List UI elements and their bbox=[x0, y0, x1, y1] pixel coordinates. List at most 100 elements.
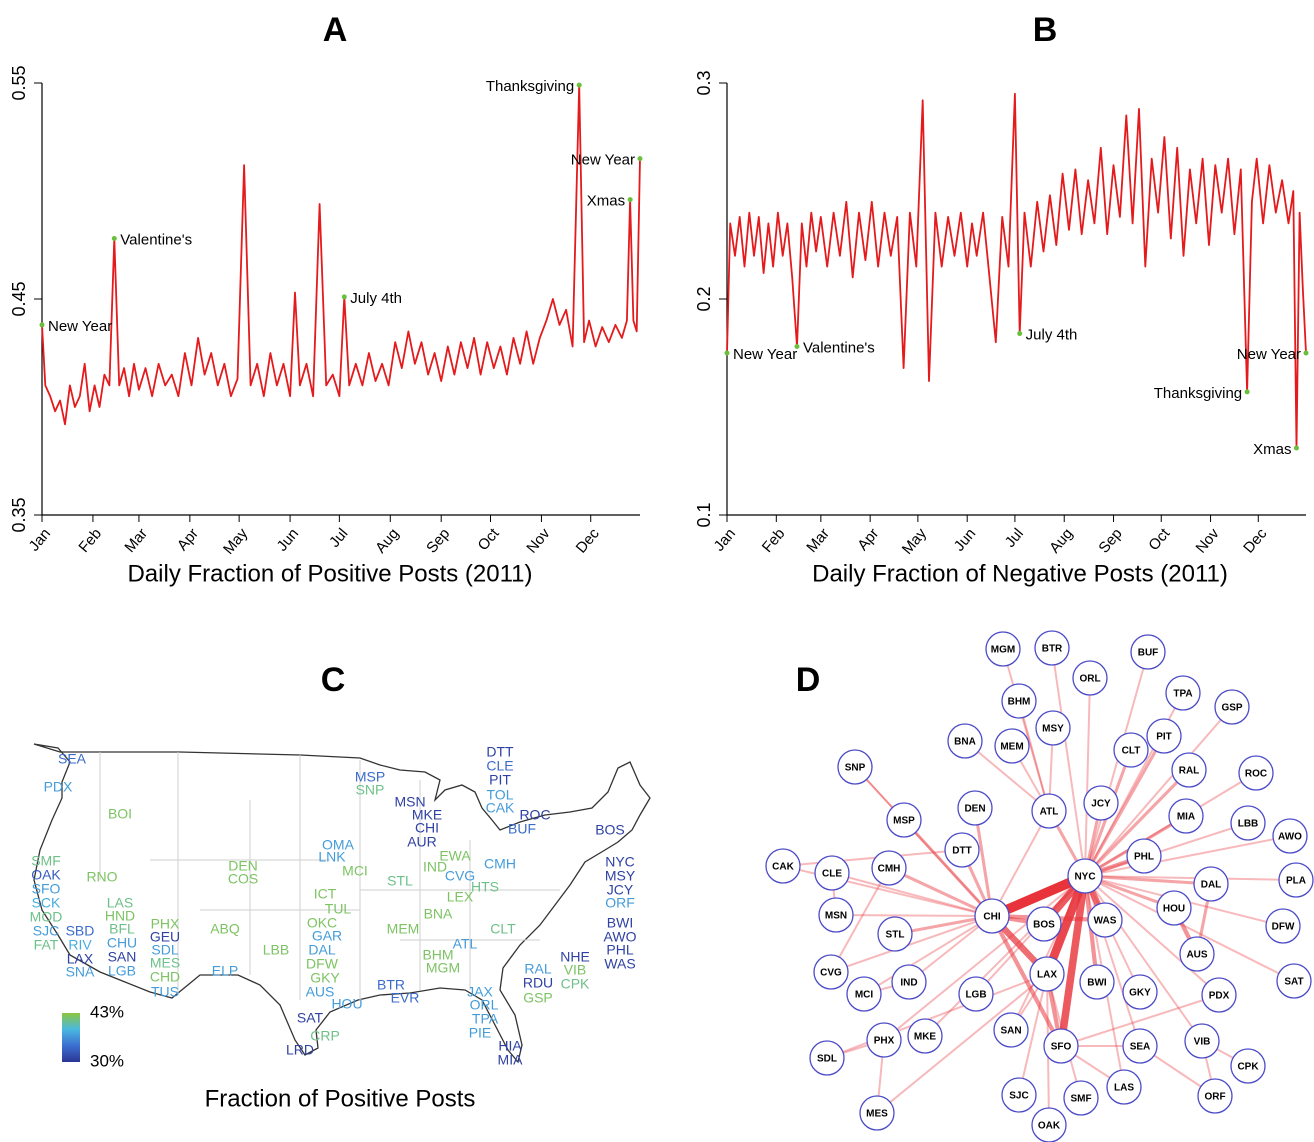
airport-label: MGM bbox=[426, 960, 460, 976]
airport-label: BUF bbox=[508, 821, 536, 837]
airport-label: OMA bbox=[322, 837, 355, 853]
x-tick-label: Apr bbox=[854, 525, 882, 554]
annotation-marker bbox=[794, 344, 800, 350]
node bbox=[1197, 1078, 1233, 1114]
annotation-marker bbox=[576, 82, 582, 88]
node-label: LBB bbox=[1238, 819, 1259, 830]
airport-label: HOU bbox=[331, 996, 362, 1012]
airport-label: BOS bbox=[595, 822, 625, 838]
node-label: BNA bbox=[954, 737, 976, 748]
annotation-label: New Year bbox=[48, 318, 112, 335]
node-label: MSY bbox=[1042, 724, 1064, 735]
airport-label: HND bbox=[105, 908, 135, 924]
node bbox=[859, 1095, 895, 1131]
node bbox=[1230, 805, 1266, 841]
annotation-marker bbox=[1303, 350, 1309, 356]
node-label: CVG bbox=[820, 968, 842, 979]
airport-label: LBB bbox=[263, 942, 289, 958]
x-tick-label: Jul bbox=[326, 525, 351, 551]
node bbox=[1171, 752, 1207, 788]
node-label: ATL bbox=[1040, 807, 1059, 818]
x-tick-label: May bbox=[899, 525, 931, 558]
node bbox=[846, 976, 882, 1012]
node-label: PHX bbox=[874, 1036, 895, 1047]
airport-label: RNO bbox=[86, 869, 117, 885]
airport-label: MEM bbox=[387, 921, 420, 937]
airport-label: ROC bbox=[519, 807, 550, 823]
airport-label: VIB bbox=[564, 962, 587, 978]
edge bbox=[973, 806, 994, 918]
node bbox=[1184, 1023, 1220, 1059]
edge bbox=[1084, 875, 1297, 881]
node-label: LAS bbox=[1114, 1083, 1134, 1094]
edge bbox=[863, 915, 993, 995]
airport-label: ATL bbox=[453, 936, 478, 952]
airport-label: CRP bbox=[310, 1028, 340, 1044]
edge bbox=[991, 810, 1050, 917]
airport-label: MSY bbox=[605, 868, 636, 884]
edge bbox=[902, 818, 994, 918]
x-tick-label: Apr bbox=[174, 525, 202, 554]
node-label: ROC bbox=[1245, 769, 1267, 780]
edge bbox=[782, 849, 963, 867]
airport-label: BNA bbox=[424, 906, 453, 922]
airport-label: AWO bbox=[604, 929, 637, 945]
node-label: RAL bbox=[1179, 766, 1200, 777]
x-tick-label: Nov bbox=[1192, 525, 1222, 557]
node-label: CPK bbox=[1237, 1062, 1259, 1073]
node bbox=[818, 897, 854, 933]
annotation-label: Xmas bbox=[587, 193, 625, 210]
node-label: CMH bbox=[878, 864, 901, 875]
airport-label: PHX bbox=[151, 916, 180, 932]
airport-label: NHE bbox=[560, 949, 590, 965]
node bbox=[866, 1022, 902, 1058]
node bbox=[1238, 755, 1274, 791]
edge bbox=[1083, 874, 1213, 886]
node bbox=[813, 954, 849, 990]
node bbox=[1031, 1107, 1067, 1142]
node bbox=[1126, 838, 1162, 874]
edge bbox=[1084, 875, 1220, 996]
node-label: PHL bbox=[1134, 852, 1154, 863]
airport-label: MES bbox=[150, 955, 180, 971]
y-tick-label: 0.35 bbox=[9, 497, 29, 532]
x-axis-title: Daily Fraction of Positive Posts (2011) bbox=[127, 560, 532, 587]
node-label: CAK bbox=[772, 862, 794, 873]
node bbox=[1026, 906, 1062, 942]
edge bbox=[1084, 706, 1233, 877]
annotation-label: New Year bbox=[571, 152, 635, 169]
node bbox=[871, 850, 907, 886]
annotation-label: Thanksgiving bbox=[1154, 385, 1242, 402]
node-label: PLA bbox=[1286, 876, 1306, 887]
airport-label: LNK bbox=[318, 849, 346, 865]
x-tick-label: Nov bbox=[523, 525, 553, 557]
airport-label: OKC bbox=[307, 915, 337, 931]
node-label: MIA bbox=[1177, 812, 1195, 823]
airport-label: SBD bbox=[66, 923, 95, 939]
airport-label: RIV bbox=[68, 937, 92, 953]
airport-label: CMH bbox=[484, 856, 516, 872]
airport-label: CHD bbox=[150, 969, 180, 985]
colorbar-label: 43% bbox=[90, 1002, 124, 1021]
panel-title: B bbox=[1033, 11, 1058, 49]
node bbox=[1087, 902, 1123, 938]
airport-label: GKY bbox=[310, 970, 340, 986]
x-tick-label: May bbox=[220, 525, 252, 558]
edge bbox=[1010, 875, 1086, 1031]
edge bbox=[924, 875, 1086, 1037]
series-line bbox=[41, 84, 641, 426]
node-label: CLE bbox=[822, 869, 842, 880]
airport-label: SMF bbox=[31, 853, 61, 869]
node-label: VIB bbox=[1194, 1037, 1211, 1048]
node-label: SMF bbox=[1070, 1094, 1091, 1105]
annotation-label: New Year bbox=[733, 346, 797, 363]
node-label: MEM bbox=[1000, 742, 1023, 753]
node-label: DEN bbox=[964, 804, 985, 815]
x-tick-label: Oct bbox=[1145, 525, 1174, 554]
node bbox=[1278, 862, 1314, 898]
airport-label: SJC bbox=[33, 923, 59, 939]
y-tick-label: 0.2 bbox=[694, 286, 714, 311]
x-tick-label: Aug bbox=[1046, 525, 1076, 556]
airport-label: WAS bbox=[604, 956, 635, 972]
